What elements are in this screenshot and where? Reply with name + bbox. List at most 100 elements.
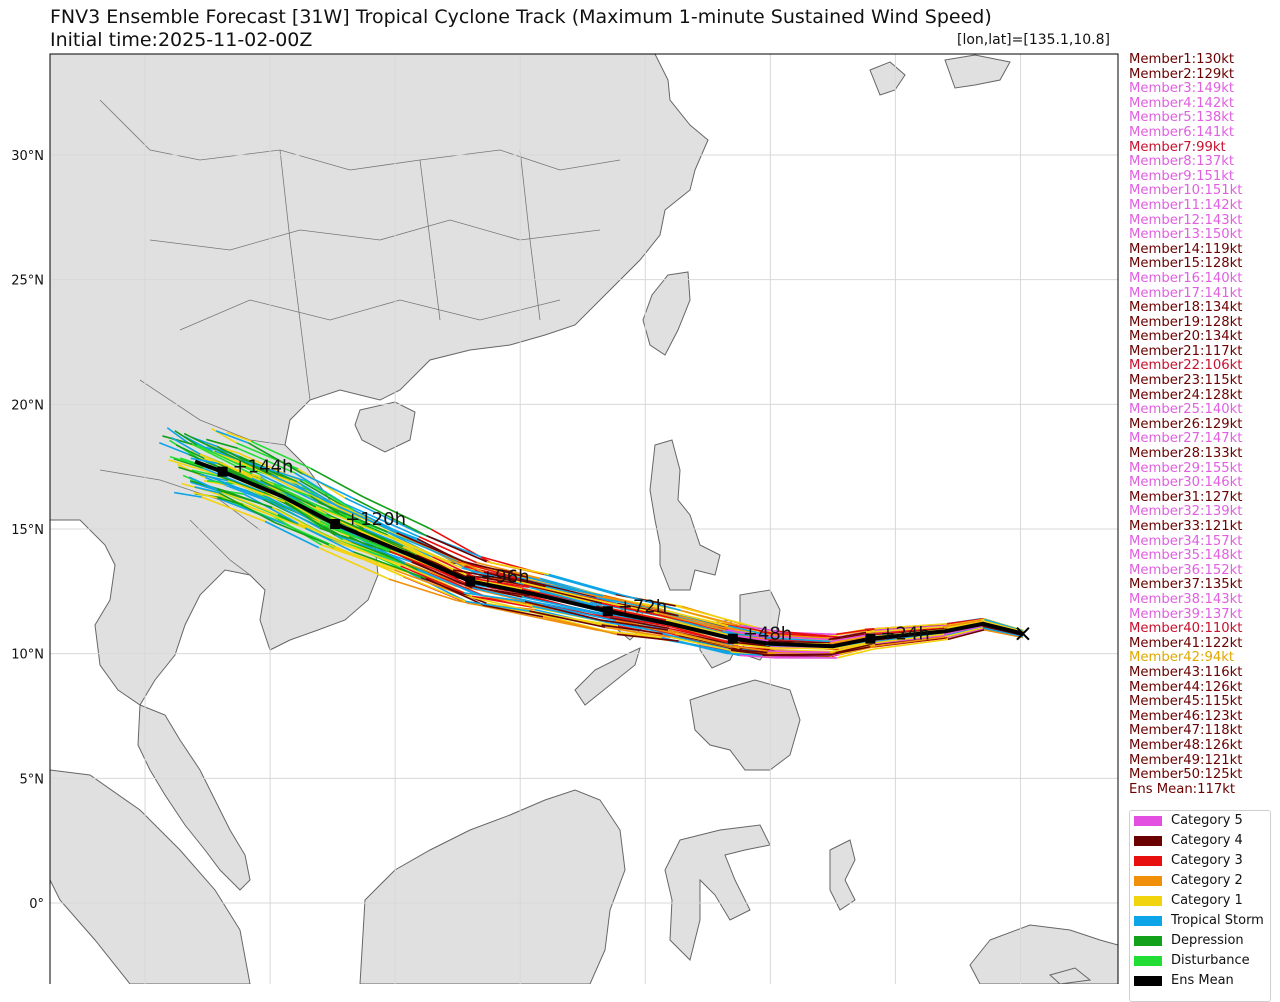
member-intensity-item: Member27:147kt: [1129, 432, 1279, 447]
member-intensity-item: Member16:140kt: [1129, 272, 1279, 287]
member-intensity-item: Member32:139kt: [1129, 505, 1279, 520]
member-intensity-item: Member39:137kt: [1129, 608, 1279, 623]
member-intensity-item: Member34:157kt: [1129, 535, 1279, 550]
lat-label: 5°N: [20, 772, 45, 787]
lat-labels: 30°N25°N20°N15°N10°N5°N0°: [11, 149, 44, 912]
member-intensity-item: Member46:123kt: [1129, 710, 1279, 725]
member-intensity-item: Member21:117kt: [1129, 345, 1279, 360]
lat-label: 0°: [29, 897, 44, 912]
member-intensity-item: Member36:152kt: [1129, 564, 1279, 579]
member-intensity-item: Member10:151kt: [1129, 184, 1279, 199]
legend-label: Category 2: [1171, 873, 1243, 888]
lead-time-label: +72h: [618, 596, 667, 617]
legend-label: Category 5: [1171, 813, 1243, 828]
legend-swatch: [1134, 856, 1162, 866]
lead-time-marker: [465, 576, 475, 586]
lead-time-label: +24h: [880, 624, 929, 645]
lat-label: 10°N: [11, 648, 44, 663]
lat-label: 25°N: [11, 274, 44, 289]
member-intensity-item: Member14:119kt: [1129, 243, 1279, 258]
member-intensity-item: Member42:94kt: [1129, 651, 1279, 666]
legend-label: Ens Mean: [1171, 973, 1234, 988]
legend-label: Category 4: [1171, 833, 1243, 848]
member-intensity-item: Member9:151kt: [1129, 170, 1279, 185]
member-intensity-item: Member13:150kt: [1129, 228, 1279, 243]
lead-time-label: +120h: [345, 509, 406, 530]
member-intensity-item: Member40:110kt: [1129, 622, 1279, 637]
member-intensity-item: Member12:143kt: [1129, 214, 1279, 229]
member-intensity-item: Member47:118kt: [1129, 724, 1279, 739]
member-intensity-item: Member48:126kt: [1129, 739, 1279, 754]
lead-time-marker: [330, 519, 340, 529]
legend-item: Disturbance: [1130, 951, 1270, 971]
member-intensity-item: Member38:143kt: [1129, 593, 1279, 608]
legend-item: Category 2: [1130, 871, 1270, 891]
member-intensity-item: Member33:121kt: [1129, 520, 1279, 535]
legend-swatch: [1134, 876, 1162, 886]
legend-label: Depression: [1171, 933, 1244, 948]
lead-time-marker: [865, 634, 875, 644]
legend-item: Tropical Storm: [1130, 911, 1270, 931]
member-intensity-item: Member50:125kt: [1129, 768, 1279, 783]
member-intensity-item: Member2:129kt: [1129, 68, 1279, 83]
legend-item: Ens Mean: [1130, 971, 1270, 991]
member-intensity-item: Member49:121kt: [1129, 754, 1279, 769]
lat-label: 20°N: [11, 398, 44, 413]
lead-time-marker: [603, 606, 613, 616]
member-intensity-item: Member1:130kt: [1129, 53, 1279, 68]
legend-item: Category 3: [1130, 851, 1270, 871]
member-intensity-item: Member35:148kt: [1129, 549, 1279, 564]
ens-mean-intensity: Ens Mean:117kt: [1129, 783, 1279, 798]
legend-item: Category 1: [1130, 891, 1270, 911]
legend-swatch: [1134, 896, 1162, 906]
lat-label: 30°N: [11, 149, 44, 164]
legend-item: Category 4: [1130, 831, 1270, 851]
lead-time-marker: [218, 467, 228, 477]
member-intensity-item: Member26:129kt: [1129, 418, 1279, 433]
member-intensity-item: Member18:134kt: [1129, 301, 1279, 316]
legend-swatch: [1134, 836, 1162, 846]
member-intensity-item: Member15:128kt: [1129, 257, 1279, 272]
member-intensity-item: Member19:128kt: [1129, 316, 1279, 331]
legend-item: Category 5: [1130, 811, 1270, 831]
lead-time-label: +96h: [480, 566, 529, 587]
member-intensity-item: Member22:106kt: [1129, 359, 1279, 374]
member-intensity-item: Member30:146kt: [1129, 476, 1279, 491]
member-intensity-item: Member41:122kt: [1129, 637, 1279, 652]
member-intensity-item: Member7:99kt: [1129, 141, 1279, 156]
member-intensity-item: Member44:126kt: [1129, 681, 1279, 696]
legend: Category 5 Category 4 Category 3 Category 2…: [1129, 810, 1271, 1002]
member-intensity-item: Member8:137kt: [1129, 155, 1279, 170]
member-intensity-item: Member28:133kt: [1129, 447, 1279, 462]
lead-time-label: +48h: [743, 624, 792, 645]
member-intensity-item: Member24:128kt: [1129, 389, 1279, 404]
legend-swatch: [1134, 916, 1162, 926]
legend-label: Category 3: [1171, 853, 1243, 868]
member-intensity-item: Member43:116kt: [1129, 666, 1279, 681]
member-intensity-item: Member29:155kt: [1129, 462, 1279, 477]
legend-swatch: [1134, 936, 1162, 946]
legend-label: Disturbance: [1171, 953, 1250, 968]
legend-label: Tropical Storm: [1171, 913, 1264, 928]
member-intensity-item: Member23:115kt: [1129, 374, 1279, 389]
member-intensity-item: Member37:135kt: [1129, 578, 1279, 593]
member-intensity-item: Member20:134kt: [1129, 330, 1279, 345]
member-track-segment: [771, 648, 833, 649]
legend-item: Depression: [1130, 931, 1270, 951]
member-intensity-item: Member3:149kt: [1129, 82, 1279, 97]
member-intensity-item: Member4:142kt: [1129, 97, 1279, 112]
lead-time-label: +144h: [233, 457, 294, 478]
member-intensity-item: Member5:138kt: [1129, 111, 1279, 126]
member-intensity-item: Member6:141kt: [1129, 126, 1279, 141]
member-intensity-item: Member31:127kt: [1129, 491, 1279, 506]
member-track-segment: [769, 654, 833, 655]
legend-swatch: [1134, 956, 1162, 966]
legend-label: Category 1: [1171, 893, 1243, 908]
lead-time-marker: [728, 634, 738, 644]
legend-swatch: [1134, 816, 1162, 826]
member-intensity-item: Member11:142kt: [1129, 199, 1279, 214]
member-intensity-item: Member45:115kt: [1129, 695, 1279, 710]
legend-swatch: [1134, 976, 1162, 986]
